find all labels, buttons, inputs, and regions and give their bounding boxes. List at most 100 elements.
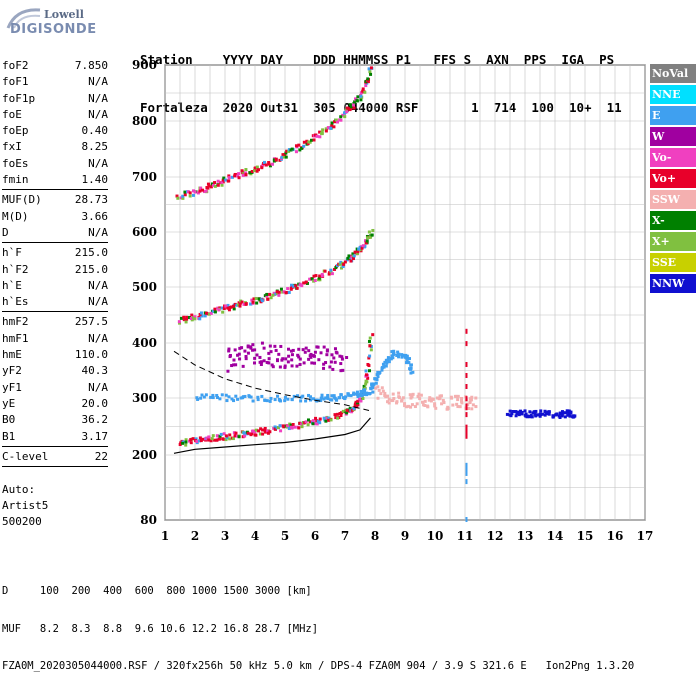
echo-point	[289, 287, 293, 291]
param-label: D	[2, 225, 9, 239]
echo-point	[560, 414, 564, 418]
echo-point	[361, 244, 365, 248]
y-tick-label: 800	[132, 114, 157, 128]
echo-point	[254, 296, 258, 300]
echo-point	[198, 188, 202, 192]
echo-point	[182, 318, 186, 322]
echo-point	[458, 405, 462, 409]
echo-point	[351, 252, 355, 256]
echo-point	[300, 422, 304, 426]
x-tick-label: 14	[547, 529, 564, 543]
echo-point	[397, 391, 401, 395]
param-label: B1	[2, 429, 16, 443]
param-row: MUF(D) 28.73	[2, 192, 108, 208]
echo-point	[359, 389, 363, 393]
echo-point	[364, 382, 368, 386]
echo-point	[362, 384, 366, 388]
param-label: foEs	[2, 156, 29, 170]
echo-point	[348, 406, 352, 410]
echo-point	[313, 279, 317, 283]
echo-point	[199, 311, 203, 315]
echo-point	[342, 262, 346, 266]
echo-point	[290, 364, 294, 368]
echo-point	[465, 412, 468, 418]
echo-point	[226, 306, 230, 310]
echo-point	[392, 352, 396, 356]
echo-point	[518, 411, 522, 415]
echo-point	[292, 284, 296, 288]
echo-point	[230, 175, 234, 179]
echo-point	[230, 397, 234, 401]
echo-point	[505, 412, 509, 416]
x-tick-label: 2	[191, 529, 199, 543]
echo-point	[185, 315, 189, 319]
echo-point	[368, 344, 372, 348]
echo-point	[333, 396, 337, 400]
echo-point	[283, 424, 287, 428]
echo-point	[273, 427, 277, 431]
echo-point	[191, 437, 195, 441]
echo-point	[353, 100, 357, 104]
echo-point	[408, 367, 412, 371]
echo-point	[184, 443, 188, 447]
echo-point	[338, 354, 342, 358]
x-tick-label: 7	[341, 529, 349, 543]
echo-point	[255, 301, 259, 305]
echo-point	[181, 194, 185, 198]
echo-point	[271, 293, 275, 297]
echo-point	[238, 304, 242, 308]
echo-point	[184, 320, 188, 324]
echo-point	[281, 424, 285, 428]
echo-point	[256, 168, 260, 172]
echo-point	[237, 435, 241, 439]
echo-point	[333, 347, 337, 351]
echo-point	[397, 352, 401, 356]
auto-label: Auto:	[2, 483, 36, 496]
echo-point	[235, 303, 239, 307]
echo-point	[294, 284, 298, 288]
echo-point	[182, 315, 186, 319]
echo-point	[232, 399, 236, 403]
echo-point	[235, 434, 239, 438]
param-value: 257.5	[74, 315, 108, 329]
echo-point	[361, 396, 365, 400]
echo-point	[358, 397, 362, 401]
echo-point	[253, 430, 257, 434]
param-value: N/A	[88, 75, 108, 89]
param-value: 215.0	[74, 246, 108, 260]
x-tick-label: 3	[221, 529, 229, 543]
echo-point	[558, 411, 562, 415]
echo-point	[266, 429, 270, 433]
echo-point	[416, 394, 420, 398]
legend-item-vo-: Vo-	[650, 148, 696, 167]
echo-point	[557, 414, 561, 418]
echo-point	[196, 397, 200, 401]
echo-point	[267, 162, 271, 166]
echo-point	[287, 149, 291, 153]
echo-point	[350, 408, 354, 412]
echo-point	[213, 307, 217, 311]
echo-point	[508, 413, 512, 417]
echo-point	[327, 416, 331, 420]
echo-point	[528, 410, 532, 414]
echo-point	[325, 349, 329, 353]
echo-point	[385, 361, 389, 365]
echo-point	[216, 179, 220, 183]
echo-point	[567, 412, 571, 416]
echo-point	[198, 312, 202, 316]
echo-point	[309, 398, 313, 402]
echo-point	[465, 384, 468, 389]
echo-point	[508, 409, 512, 413]
echo-point	[275, 290, 279, 294]
echo-point	[345, 356, 349, 360]
echo-point	[283, 395, 287, 399]
echo-point	[358, 245, 362, 249]
echo-point	[191, 189, 195, 193]
echo-point	[302, 281, 306, 285]
echo-point	[176, 196, 180, 200]
param-row: yE 20.0	[2, 396, 108, 412]
echo-point	[359, 91, 363, 95]
echo-point	[298, 357, 302, 361]
param-row: foF1p N/A	[2, 91, 108, 107]
echo-point	[525, 415, 529, 419]
